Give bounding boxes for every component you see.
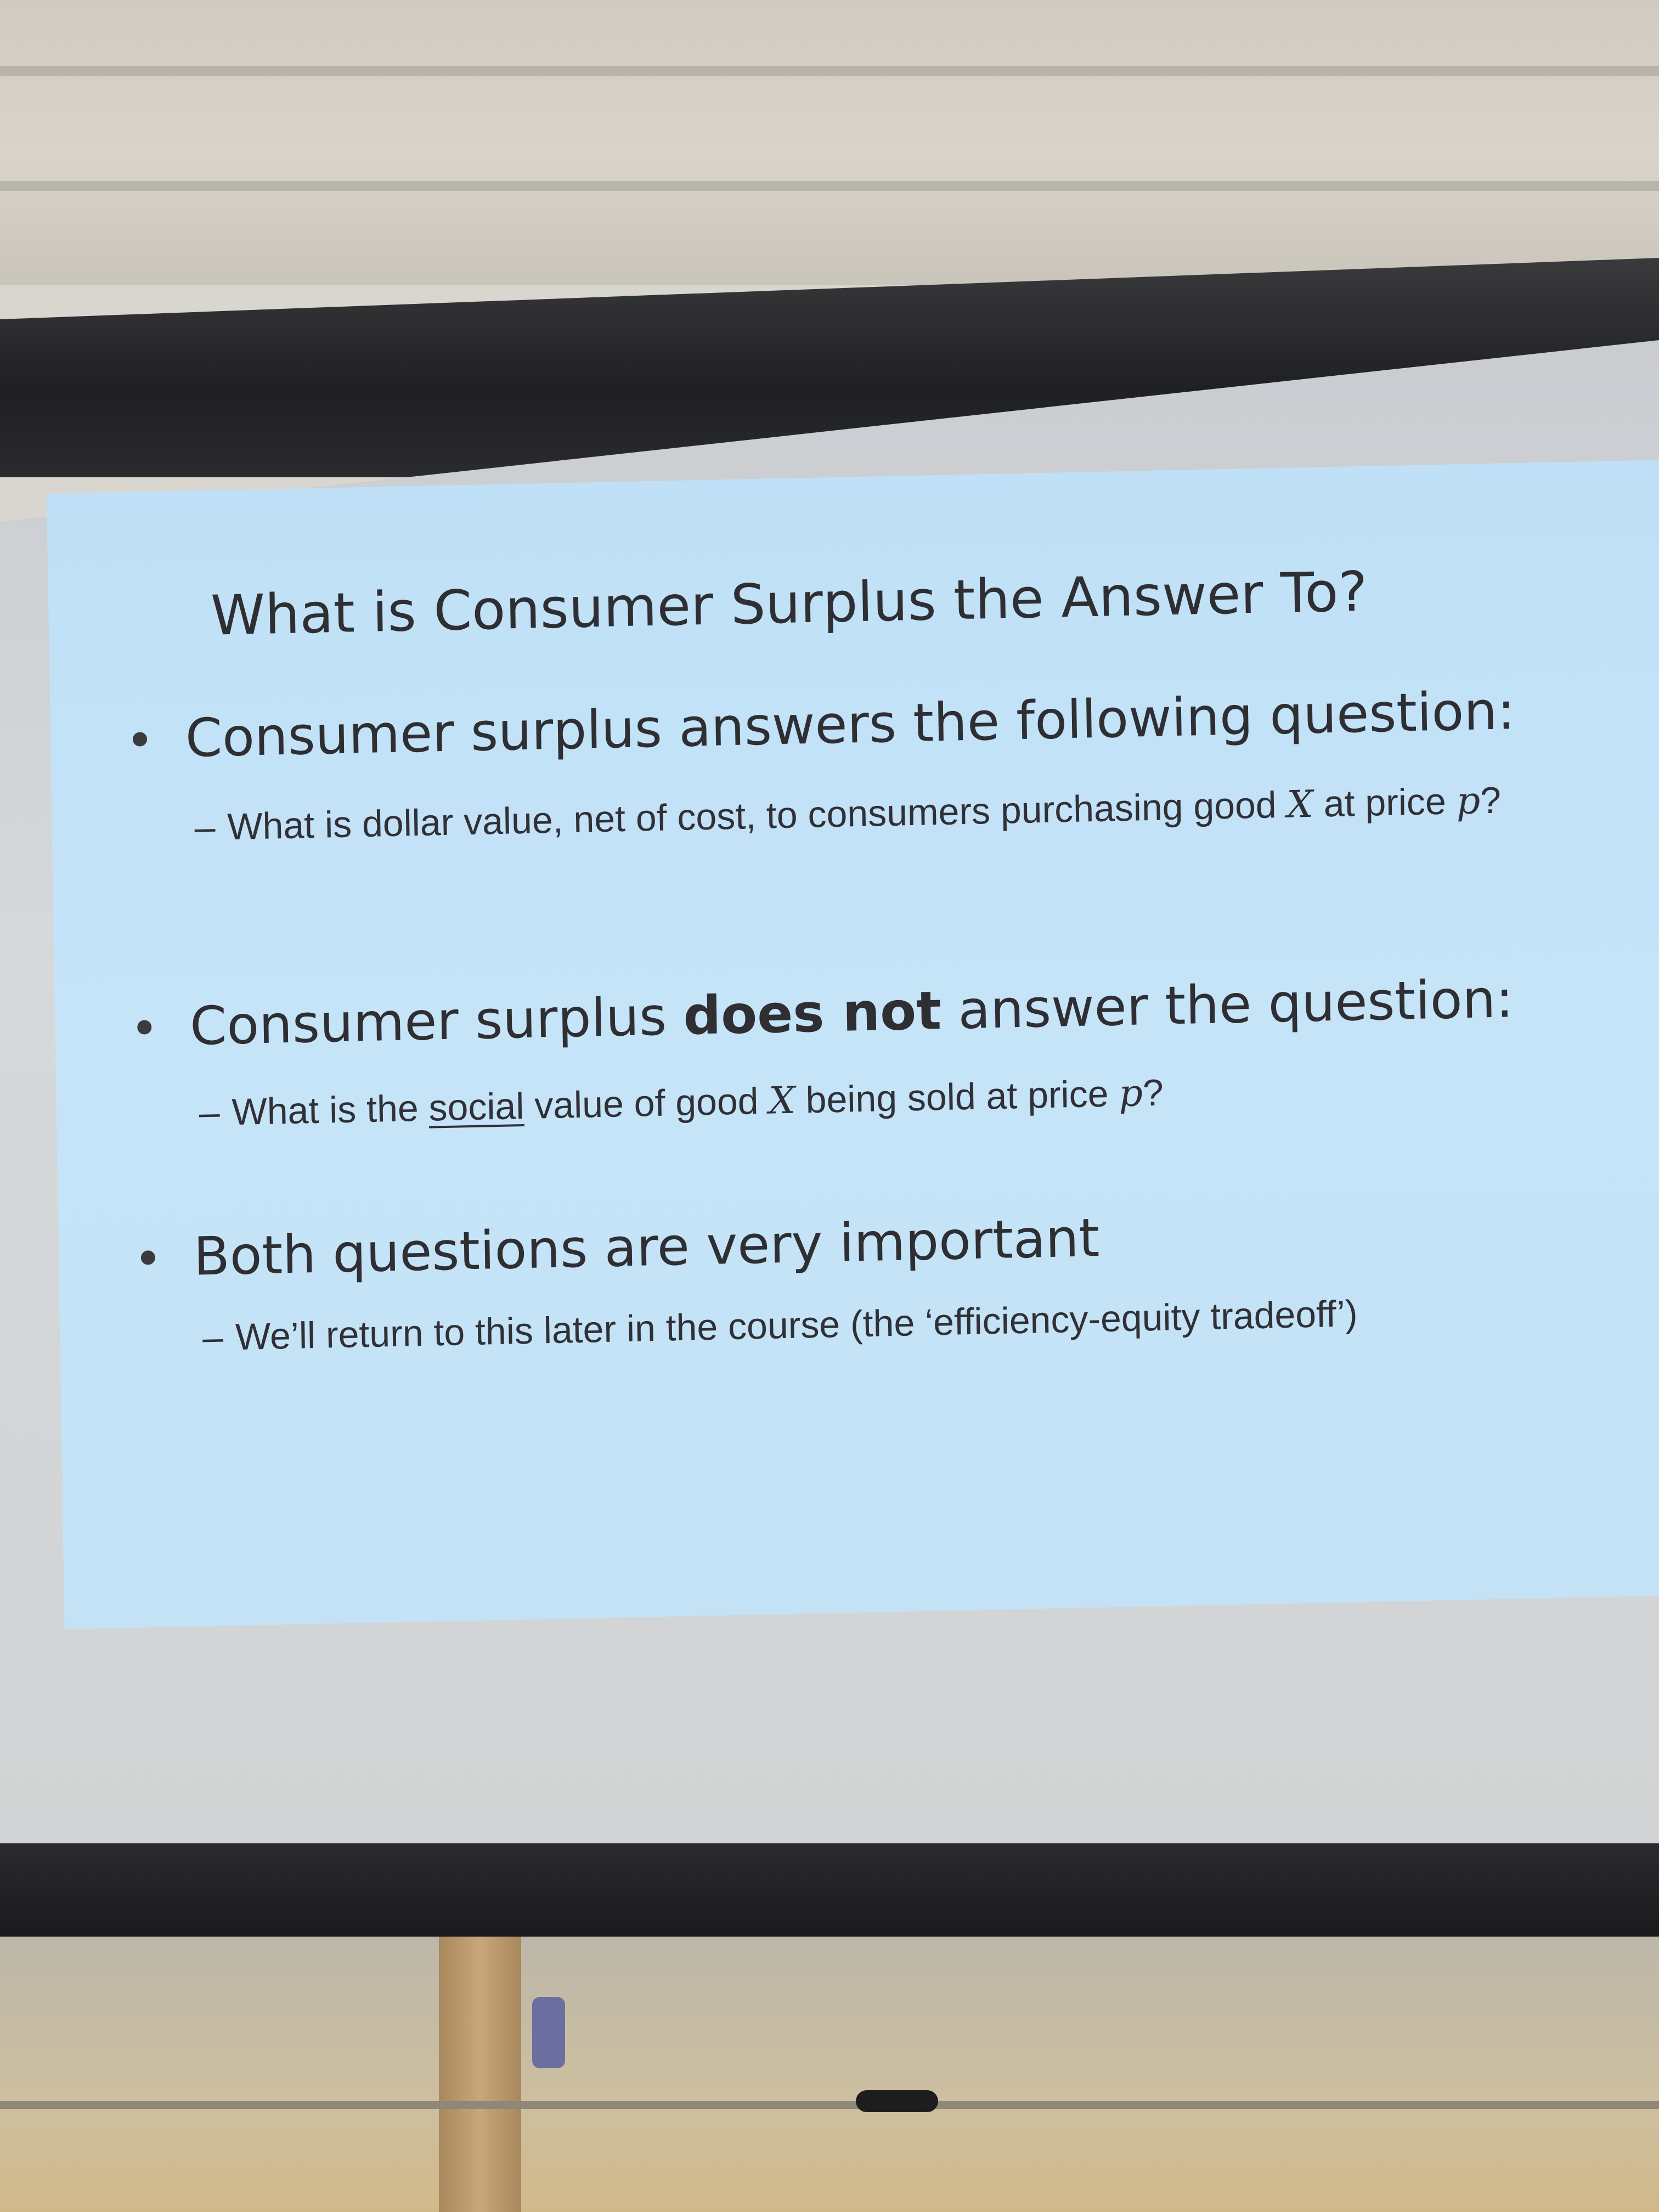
bullet-2-bold: does not [682,980,942,1047]
bullet-3: Both questions are very important [140,1207,1100,1289]
slide: What is Consumer Surplus the Answer To? … [47,459,1659,1629]
slide-title: What is Consumer Surplus the Answer To? [210,559,1368,648]
bullet-3-text: Both questions are very important [193,1207,1101,1288]
sub-text: value of good [523,1080,769,1127]
bullet-1-text: Consumer surplus answers the following q… [185,680,1516,769]
variable-p: p [1118,1071,1143,1116]
variable-x: X [768,1079,796,1123]
dash: – [202,1316,224,1359]
bullet-2-post: answer the question: [940,968,1514,1042]
projector-screen-bottom-bar [0,1843,1659,1942]
bullet-dot-icon [132,732,148,747]
whiteboard-rail [0,2101,1659,2109]
underlined-word: social [428,1085,524,1129]
bullet-1: Consumer surplus answers the following q… [132,680,1515,770]
bullet-dot-icon [137,1020,152,1035]
sub-text: being sold at price [795,1073,1119,1121]
marker [532,1997,565,2068]
wall [0,1937,1659,2212]
bullet-3-sub: – We’ll return to this later in the cours… [202,1292,1358,1359]
variable-x: X [1286,782,1314,827]
sub-text: ? [1480,779,1502,822]
bullet-2-sub: – What is the social value of good X bein… [199,1071,1164,1135]
sub-text: What is dollar value, net of cost, to co… [227,783,1288,848]
bullet-1-sub: – What is dollar value, net of cost, to c… [194,779,1502,850]
ceiling [0,0,1659,285]
eraser [856,2090,938,2112]
bullet-2: Consumer surplus does not answer the que… [137,968,1514,1058]
bullet-2-text: Consumer surplus does not answer the que… [189,968,1514,1057]
ceiling-seam [0,66,1659,76]
sub-text: ? [1142,1071,1164,1114]
sub-text: What is the [231,1087,430,1133]
bullet-dot-icon [140,1250,156,1265]
sub-text: at price [1313,780,1457,825]
dash: – [194,806,216,849]
sub-text: We’ll return to this later in the course… [235,1293,1358,1358]
wood-post [439,1937,521,2212]
ceiling-seam [0,181,1659,191]
variable-p: p [1456,779,1481,823]
bullet-2-pre: Consumer surplus [189,985,684,1057]
dash: – [199,1091,221,1134]
